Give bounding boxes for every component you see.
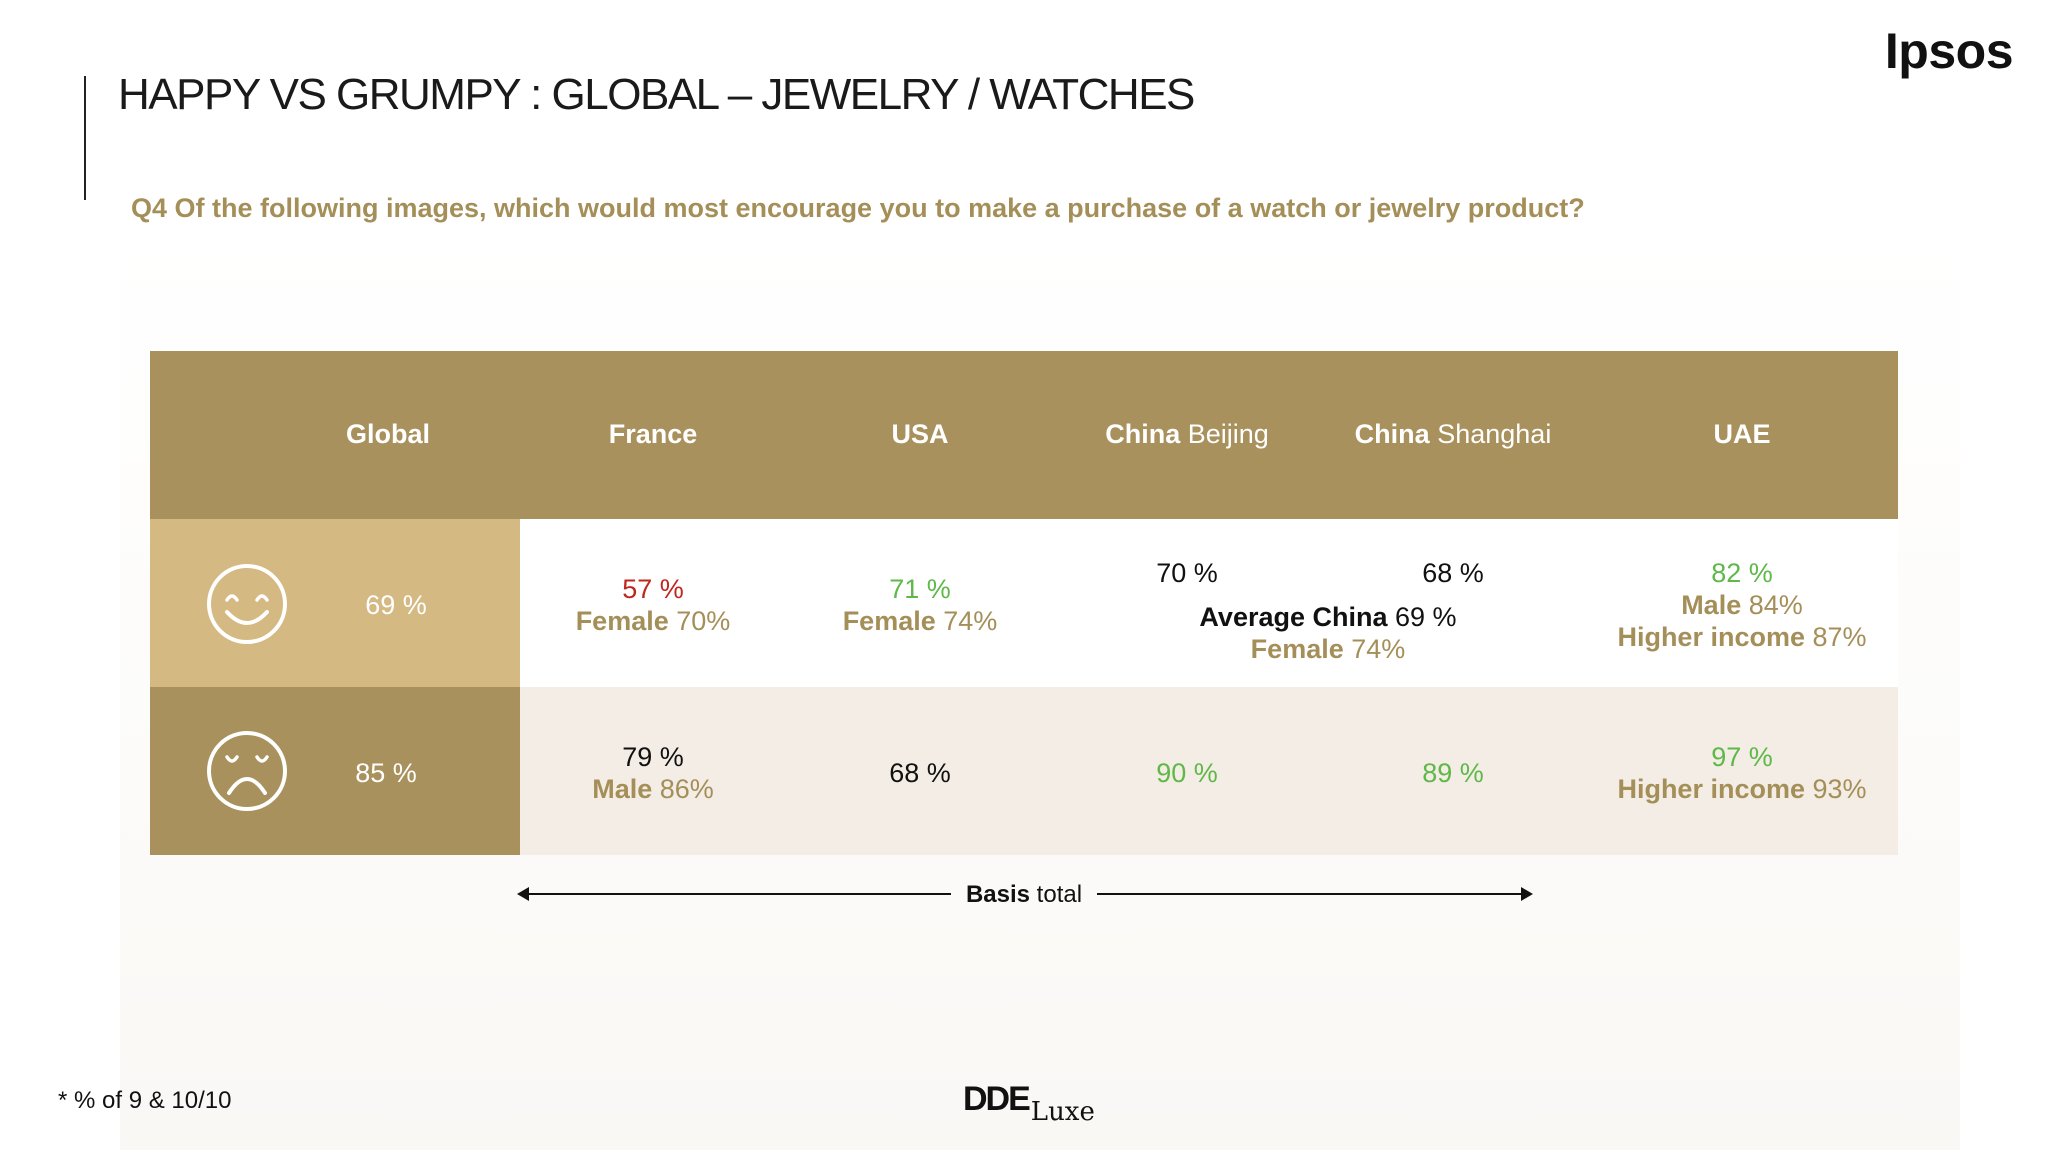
grumpy-row-data-area	[520, 687, 1898, 855]
title-accent-bar	[84, 76, 86, 200]
happy-row-label-cell	[150, 519, 520, 687]
dde-luxe-logo: DDELuxe	[963, 1080, 1095, 1127]
column-header-global: Global	[345, 419, 431, 449]
grumpy-global-value: 85 %	[355, 758, 417, 788]
grumpy-beijing-value: 90 %	[1156, 758, 1218, 788]
column-header-china-beijing: China Beijing	[1105, 419, 1269, 449]
table-header-row	[150, 351, 1898, 519]
grumpy-usa-value: 68 %	[889, 758, 951, 788]
grumpy-uae-cell: 97 % Higher income 93%	[1617, 742, 1867, 804]
column-header-uae: UAE	[1713, 419, 1771, 449]
column-header-usa: USA	[891, 419, 949, 449]
results-table: Global France USA China Beijing China Sh…	[150, 351, 1898, 855]
grumpy-row-label-cell	[150, 687, 520, 855]
survey-question: Q4 Of the following images, which would …	[131, 193, 1585, 223]
happy-usa-cell: 71 % Female 74%	[842, 574, 998, 636]
happy-china-average-cell: Average China 69 % Female 74%	[1199, 602, 1457, 664]
happy-beijing-value: 70 %	[1156, 558, 1218, 588]
frowny-face-icon	[205, 729, 289, 813]
happy-global-value: 69 %	[365, 590, 427, 620]
happy-shanghai-value: 68 %	[1422, 558, 1484, 588]
basis-arrow-left-head	[517, 887, 529, 901]
basis-arrow-right-line	[1097, 893, 1523, 895]
smiley-face-icon	[205, 562, 289, 646]
column-header-france: France	[608, 419, 698, 449]
basis-arrow-left-line	[527, 893, 951, 895]
happy-row-data-area	[520, 519, 1898, 687]
slide-title: HAPPY VS GRUMPY : GLOBAL – JEWELRY / WAT…	[118, 70, 1195, 119]
basis-arrow-right-head	[1521, 887, 1533, 901]
happy-uae-cell: 82 % Male 84% Higher income 87%	[1617, 558, 1867, 652]
column-header-china-shanghai: China Shanghai	[1354, 419, 1552, 449]
footnote: * % of 9 & 10/10	[58, 1087, 232, 1114]
ipsos-logo: Ipsos	[1884, 23, 2014, 79]
grumpy-shanghai-value: 89 %	[1422, 758, 1484, 788]
happy-france-cell: 57 % Female 70%	[575, 574, 731, 636]
basis-label: Basis total	[965, 881, 1083, 908]
grumpy-france-cell: 79 % Male 86%	[592, 742, 714, 804]
